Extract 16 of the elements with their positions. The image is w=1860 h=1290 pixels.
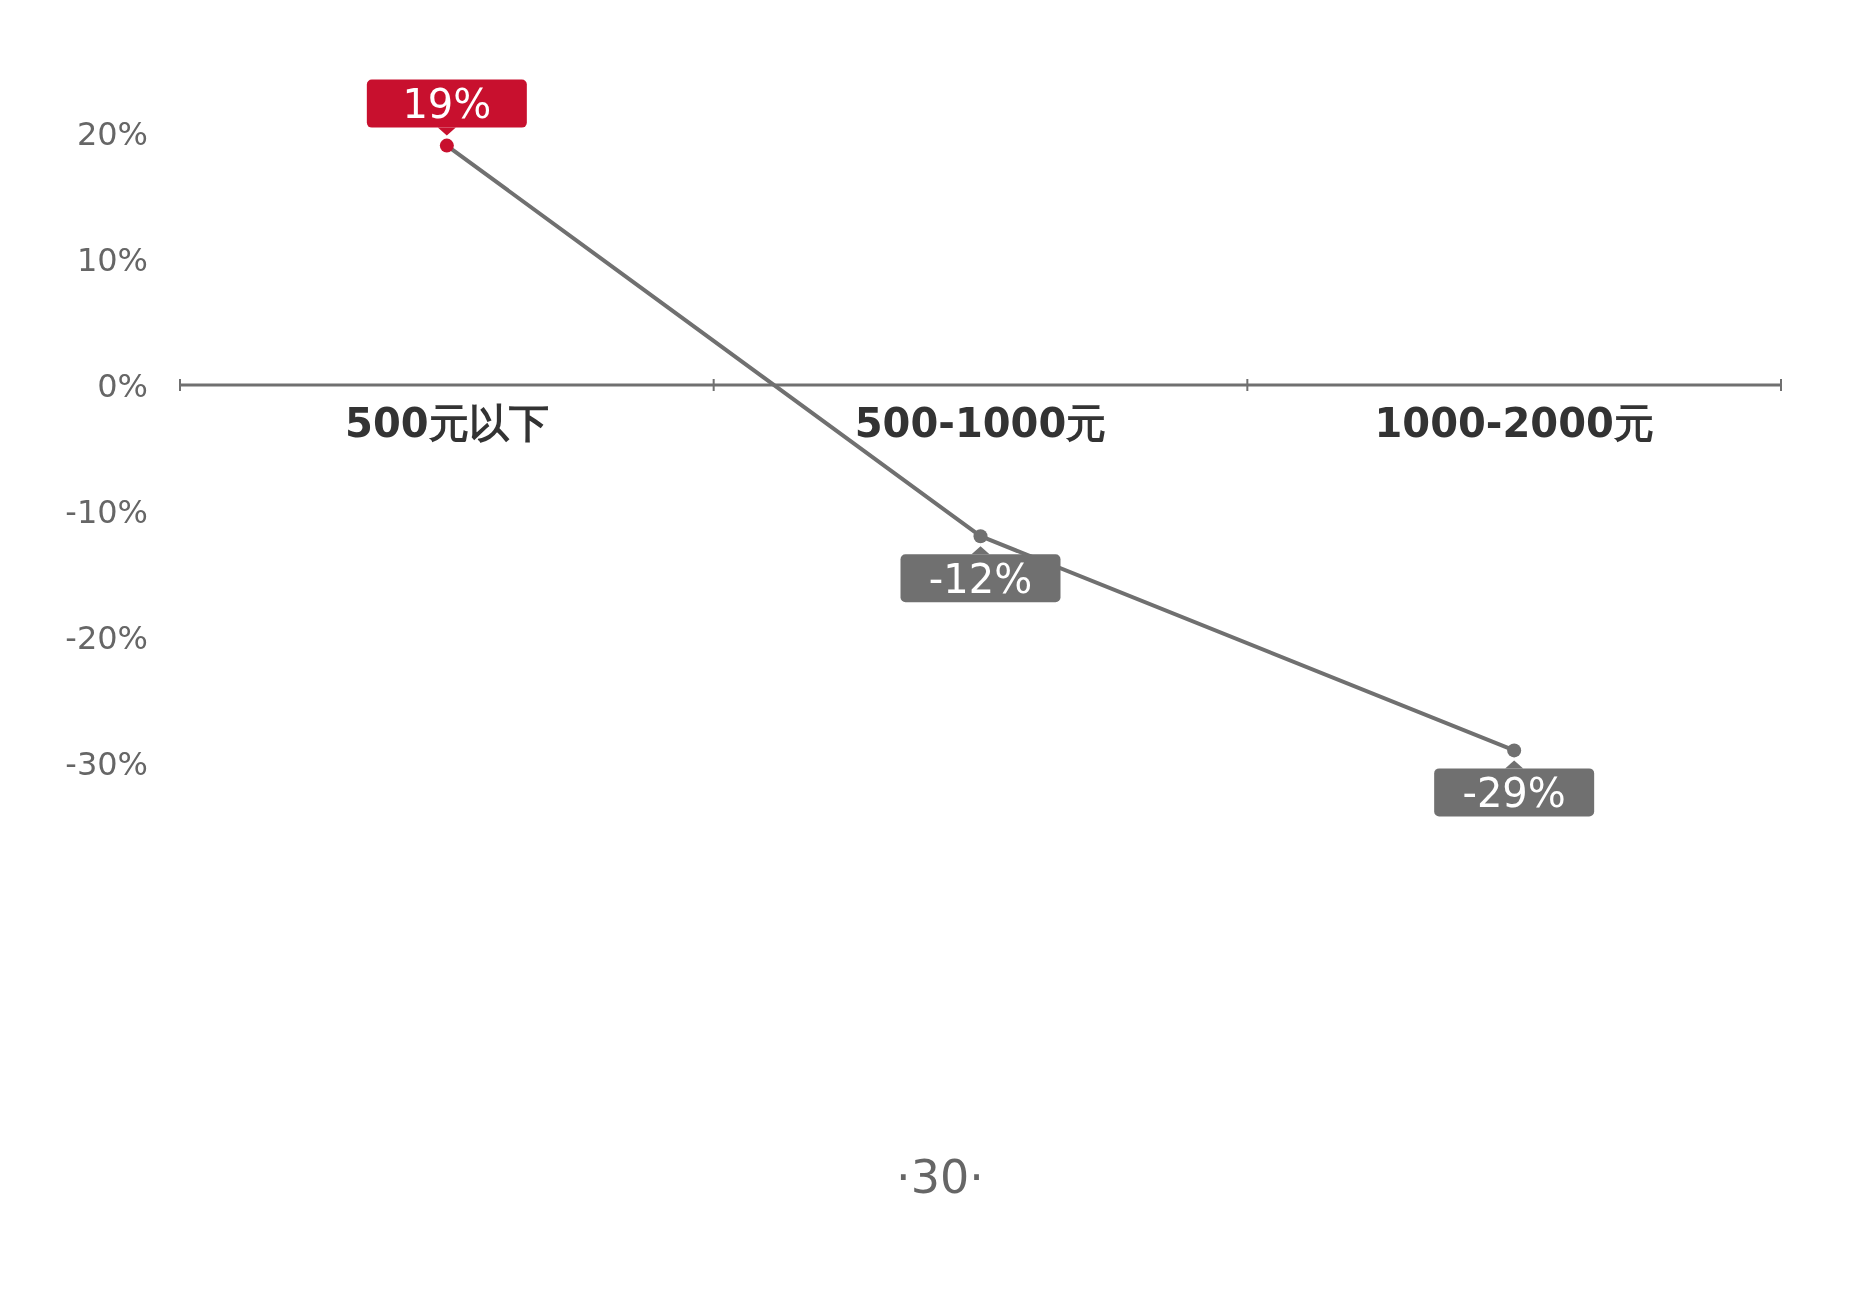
y-tick-label: -10% — [65, 492, 148, 531]
data-label: -29% — [1462, 769, 1566, 816]
point — [973, 529, 988, 544]
y-tick-label: -20% — [65, 618, 148, 657]
y-tick-label: -30% — [65, 744, 148, 783]
data-label: -12% — [928, 555, 1033, 602]
point — [439, 138, 454, 153]
x-tick-label: 1000-2000元 — [1374, 400, 1654, 446]
point — [1507, 743, 1522, 758]
y-tick-label: 20% — [76, 114, 148, 153]
y-tick-label: 10% — [76, 240, 148, 279]
data-label: 19% — [402, 81, 492, 127]
x-tick-label: 500元以下 — [345, 400, 549, 446]
y-tick-label: 0% — [97, 366, 148, 405]
text: ·30· — [896, 1150, 984, 1204]
x-tick-label: 500-1000元 — [854, 400, 1107, 446]
